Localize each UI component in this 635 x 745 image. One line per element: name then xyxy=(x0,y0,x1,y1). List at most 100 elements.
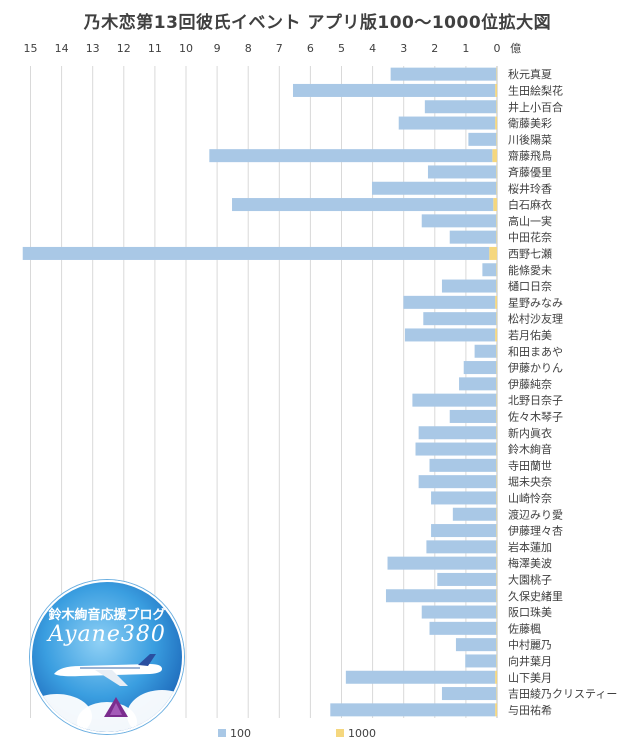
category-label: 齋藤飛鳥 xyxy=(508,149,552,163)
bar-100 xyxy=(426,540,497,554)
bar-1000 xyxy=(495,703,497,717)
category-label: 秋元真夏 xyxy=(508,67,552,81)
bar-100 xyxy=(429,621,497,635)
x-tick-label: 7 xyxy=(276,42,283,55)
category-label: 衛藤美彩 xyxy=(508,117,552,130)
bar-1000 xyxy=(496,475,497,489)
bar-100 xyxy=(387,556,497,570)
category-label: 佐藤楓 xyxy=(508,621,541,635)
category-label: 高山一実 xyxy=(508,214,552,228)
bar-100 xyxy=(330,703,496,717)
category-label: 西野七瀬 xyxy=(508,246,552,260)
x-axis-unit-label: 億 xyxy=(510,42,521,55)
legend-swatch-100 xyxy=(218,729,226,737)
bar-1000 xyxy=(496,654,497,668)
x-tick-label: 14 xyxy=(55,42,69,55)
bar-1000 xyxy=(496,132,497,146)
bar-100 xyxy=(404,328,496,342)
bar-1000 xyxy=(495,670,497,684)
category-label: 桜井玲香 xyxy=(508,181,552,195)
category-label: 井上小百合 xyxy=(508,100,563,114)
airplane-icon xyxy=(54,654,162,686)
legend-label-1000: 1000 xyxy=(348,727,376,740)
category-label: 渡辺みり愛 xyxy=(508,507,563,521)
category-label: 山下美月 xyxy=(508,671,552,684)
bar-100 xyxy=(465,654,497,668)
bar-1000 xyxy=(496,605,497,619)
bar-1000 xyxy=(496,687,497,701)
x-tick-label: 0 xyxy=(494,42,501,55)
bar-1000 xyxy=(496,491,497,505)
x-tick-label: 3 xyxy=(400,42,407,55)
bar-100 xyxy=(421,605,497,619)
category-label: 佐々木琴子 xyxy=(508,409,563,423)
category-label: 梅澤美波 xyxy=(508,556,552,570)
category-label: 大園桃子 xyxy=(508,572,552,586)
bar-100 xyxy=(292,83,496,97)
bar-1000 xyxy=(496,589,497,603)
x-tick-label: 11 xyxy=(148,42,162,55)
category-label: 若月佑美 xyxy=(508,328,552,342)
bar-1000 xyxy=(496,263,497,277)
bar-100 xyxy=(431,491,497,505)
bar-100 xyxy=(403,295,496,309)
x-tick-label: 5 xyxy=(338,42,345,55)
bar-1000 xyxy=(489,246,497,260)
x-tick-label: 15 xyxy=(24,42,38,55)
bar-1000 xyxy=(496,442,497,456)
category-label: 阪口珠美 xyxy=(508,605,552,619)
bar-1000 xyxy=(496,458,497,472)
bar-100 xyxy=(449,409,497,423)
bar-100 xyxy=(390,67,497,81)
legend: 100 1000 xyxy=(218,727,376,740)
bar-1000 xyxy=(496,572,497,586)
bar-100 xyxy=(385,589,497,603)
bar-1000 xyxy=(496,507,497,521)
bar-100 xyxy=(482,263,497,277)
bar-1000 xyxy=(496,344,497,358)
category-label: 能條愛未 xyxy=(508,263,552,277)
category-labels: 秋元真夏生田絵梨花井上小百合衛藤美彩川後陽菜齋藤飛鳥斉藤優里桜井玲香白石麻衣高山… xyxy=(508,67,617,717)
x-axis-tick-labels: 15 14 13 12 11 10 9 8 7 6 5 4 3 2 1 0 億 xyxy=(24,42,522,55)
bar-1000 xyxy=(496,540,497,554)
bar-1000 xyxy=(496,361,497,375)
bar-100 xyxy=(415,442,497,456)
category-label: 中村麗乃 xyxy=(508,638,552,652)
bar-1000 xyxy=(496,377,497,391)
x-tick-label: 10 xyxy=(179,42,193,55)
bar-100 xyxy=(474,344,497,358)
bar-100 xyxy=(463,361,497,375)
bar-1000 xyxy=(496,181,497,195)
bar-1000 xyxy=(495,328,497,342)
category-label: 山崎怜奈 xyxy=(508,491,552,505)
bar-100 xyxy=(431,524,497,538)
bar-100 xyxy=(398,116,496,130)
category-label: 樋口日奈 xyxy=(508,279,552,293)
blog-logo-badge: 鈴木絢音応援ブログ Ayane380 xyxy=(30,580,184,734)
category-label: 中田花奈 xyxy=(508,230,552,244)
category-label: 与田祐希 xyxy=(508,703,552,717)
category-label: 和田まあや xyxy=(508,345,563,358)
category-label: 寺田蘭世 xyxy=(508,459,552,472)
bar-1000 xyxy=(496,214,497,228)
bar-100 xyxy=(421,214,497,228)
category-label: 伊藤純奈 xyxy=(508,377,552,391)
logo-subtitle: 鈴木絢音応援ブログ xyxy=(48,608,166,623)
logo-title: Ayane380 xyxy=(48,622,166,647)
category-label: 松村沙友理 xyxy=(508,312,563,326)
bar-100 xyxy=(418,426,497,440)
category-label: 川後陽菜 xyxy=(508,132,552,146)
bar-1000 xyxy=(496,638,497,652)
bar-100 xyxy=(427,165,497,179)
cloud-shape xyxy=(127,690,182,732)
bar-100 xyxy=(418,475,497,489)
bar-100 xyxy=(423,312,497,326)
category-label: 岩本蓮加 xyxy=(508,540,552,554)
bar-100 xyxy=(441,687,497,701)
bars xyxy=(22,67,497,717)
category-label: 伊藤理々杏 xyxy=(508,525,563,538)
x-tick-label: 2 xyxy=(431,42,438,55)
bar-1000 xyxy=(496,279,497,293)
chart-title: 乃木恋第13回彼氏イベント アプリ版100～1000位拡大図 xyxy=(83,13,552,33)
